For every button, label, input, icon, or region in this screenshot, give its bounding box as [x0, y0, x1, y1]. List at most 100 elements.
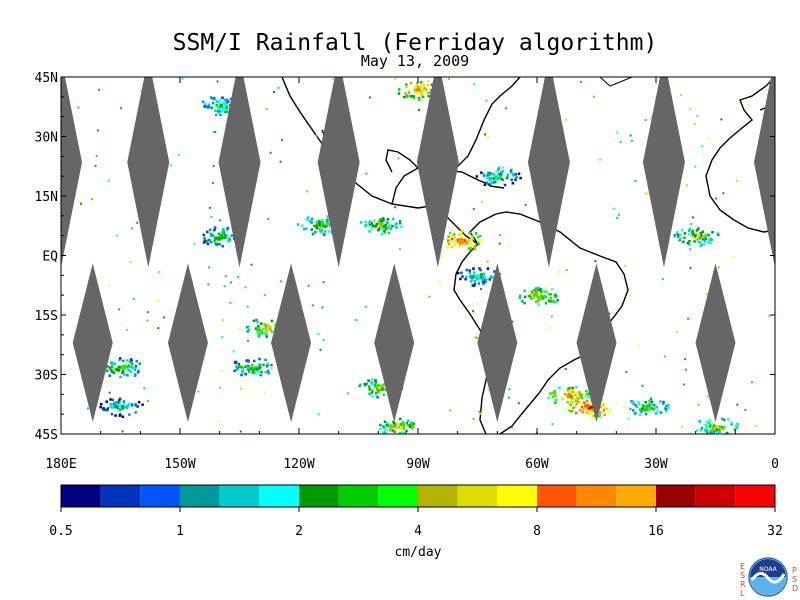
rain-cell — [100, 357, 142, 379]
rain-speck — [118, 308, 121, 311]
rain-speck — [440, 255, 443, 258]
rain-speck — [116, 234, 119, 237]
rain-speck — [365, 172, 368, 175]
lon-tick-label: 30W — [644, 457, 668, 472]
rain-speck — [616, 131, 619, 134]
rain-speck — [97, 88, 100, 91]
rain-speck — [250, 263, 253, 266]
rain-speck — [321, 306, 324, 309]
no-data-swath — [416, 77, 459, 268]
no-data-swath — [218, 77, 261, 268]
no-data-swath — [642, 77, 685, 268]
svg-text:NOAA: NOAA — [759, 566, 777, 573]
rain-speck — [238, 327, 241, 330]
rain-speck — [132, 297, 135, 300]
rain-speck — [510, 426, 513, 429]
rain-speck — [418, 108, 421, 111]
rain-speck — [486, 135, 489, 138]
colorbar-swatch — [656, 485, 696, 507]
rain-speck — [684, 358, 687, 361]
rain-speck — [246, 305, 249, 308]
rain-speck — [472, 310, 475, 313]
rain-cell — [475, 166, 522, 187]
rain-speck — [474, 336, 477, 339]
rain-speck — [177, 153, 180, 156]
rain-speck — [124, 362, 127, 365]
lat-tick-label: 45N — [35, 71, 58, 86]
colorbar-swatch — [180, 485, 220, 507]
rain-speck — [209, 232, 212, 235]
rain-speck — [694, 122, 697, 125]
rain-speck — [218, 386, 221, 389]
colorbar-swatch — [219, 485, 260, 507]
rain-speck — [706, 395, 709, 398]
colorbar-swatch — [259, 485, 299, 507]
rain-speck — [483, 133, 486, 136]
rain-speck — [237, 276, 240, 279]
rain-speck — [244, 286, 247, 289]
rain-speck — [485, 99, 488, 102]
rain-speck — [689, 248, 692, 251]
rain-speck — [108, 283, 111, 286]
rain-speck — [623, 406, 626, 409]
rain-speck — [524, 203, 527, 206]
lon-tick-label: 180E — [45, 457, 76, 472]
rain-speck — [551, 423, 554, 426]
rain-speck — [511, 320, 514, 323]
no-data-swath — [317, 77, 360, 268]
rain-speck — [480, 201, 483, 204]
rain-speck — [214, 131, 217, 134]
rain-speck — [617, 213, 620, 216]
rain-speck — [79, 202, 82, 205]
rain-speck — [307, 284, 310, 287]
rain-speck — [473, 83, 476, 86]
rain-speck — [449, 409, 452, 412]
rain-speck — [121, 430, 124, 433]
rain-speck — [94, 164, 97, 167]
rain-speck — [273, 91, 276, 94]
rain-speck — [428, 295, 431, 298]
colorbar-swatch — [378, 485, 418, 507]
lat-tick-label: 30S — [35, 369, 58, 384]
rain-speck — [625, 370, 628, 373]
rain-speck — [136, 221, 139, 224]
rain-speck — [683, 383, 686, 386]
lat-tick-label: 15S — [35, 309, 58, 324]
map-layer — [61, 77, 775, 434]
rain-speck — [641, 384, 644, 387]
rain-cell — [547, 385, 592, 407]
colorbar-unit-label: cm/day — [395, 545, 442, 560]
rain-speck — [280, 138, 283, 141]
rain-speck — [158, 270, 161, 273]
lat-tick-label: 45S — [35, 428, 58, 443]
rain-speck — [219, 219, 222, 222]
rain-speck — [628, 294, 631, 297]
rain-speck — [608, 312, 611, 315]
rain-speck — [267, 217, 270, 220]
rain-speck — [427, 80, 430, 83]
colorbar-tick-label: 2 — [295, 524, 303, 539]
rain-speck — [120, 107, 123, 110]
rain-speck — [499, 234, 502, 237]
rain-speck — [212, 130, 215, 133]
rain-speck — [394, 206, 397, 209]
rain-speck — [315, 134, 318, 137]
rain-speck — [405, 95, 408, 98]
rain-speck — [661, 278, 664, 281]
longitude-axis: 180E 150W 120W 90W 60W 30W 0 — [45, 77, 779, 472]
rain-speck — [321, 229, 324, 232]
chart-subtitle: May 13, 2009 — [360, 52, 470, 70]
no-data-swath — [527, 77, 570, 268]
rain-speck — [163, 316, 166, 319]
lat-tick-label: 15N — [35, 190, 58, 205]
rain-speck — [717, 266, 720, 269]
rain-speck — [438, 280, 441, 283]
rain-speck — [735, 179, 738, 182]
colorbar-swatch — [418, 485, 458, 507]
no-data-swath — [167, 263, 208, 423]
rain-speck — [216, 80, 219, 83]
rain-speck — [722, 192, 725, 195]
rain-speck — [217, 420, 220, 423]
